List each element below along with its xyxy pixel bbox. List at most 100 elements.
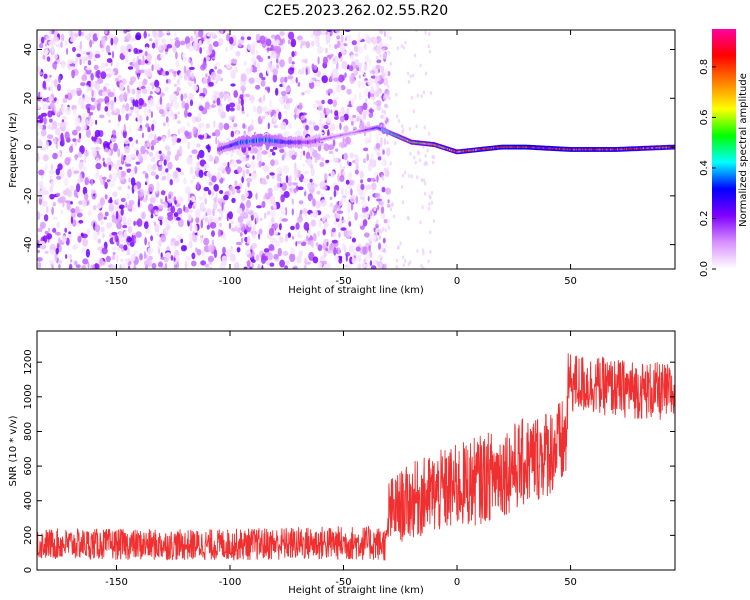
noise-blob: [77, 138, 81, 143]
noise-blob: [230, 83, 236, 87]
x-tick-label: 50: [564, 577, 577, 588]
noise-blob: [312, 233, 317, 242]
noise-blob: [361, 261, 366, 269]
noise-blob: [295, 241, 298, 247]
noise-blob: [339, 161, 342, 171]
noise-blob: [358, 74, 361, 79]
noise-blob: [325, 247, 328, 252]
noise-blob: [283, 191, 290, 198]
noise-blob: [96, 138, 100, 145]
noise-blob: [61, 60, 66, 69]
noise-blob: [51, 265, 54, 269]
noise-blob: [90, 178, 94, 186]
noise-blob: [261, 76, 266, 81]
noise-blob: [314, 37, 318, 46]
noise-blob: [386, 203, 391, 208]
noise-blob: [117, 114, 122, 122]
noise-blob: [56, 192, 61, 197]
noise-blob: [290, 247, 296, 255]
noise-blob: [118, 204, 125, 210]
noise-blob: [173, 101, 180, 110]
noise-blob: [155, 39, 158, 49]
noise-blob: [180, 238, 184, 244]
noise-blob: [111, 231, 118, 236]
noise-blob: [103, 86, 107, 92]
noise-blob: [93, 64, 99, 70]
noise-blob: [151, 262, 157, 269]
noise-blob: [328, 43, 332, 48]
noise-blob: [131, 234, 134, 244]
noise-blob: [377, 156, 382, 161]
noise-blob: [423, 125, 426, 130]
noise-blob: [265, 38, 272, 47]
noise-blob: [134, 99, 139, 109]
noise-blob: [374, 91, 380, 97]
noise-blob: [253, 224, 256, 232]
noise-blob: [74, 140, 78, 147]
noise-blob: [131, 203, 136, 213]
y-tick-label: 0: [23, 567, 34, 573]
noise-blob: [158, 161, 163, 166]
noise-blob: [344, 136, 351, 145]
noise-blob: [125, 103, 130, 112]
noise-blob: [66, 201, 71, 211]
noise-blob: [267, 87, 270, 94]
noise-blob: [158, 32, 165, 37]
noise-blob: [134, 166, 138, 175]
noise-blob: [383, 219, 388, 224]
noise-blob: [196, 161, 200, 167]
noise-blob: [55, 247, 59, 255]
noise-blob: [127, 225, 133, 234]
noise-blob: [73, 170, 80, 174]
noise-blob: [383, 112, 387, 121]
noise-blob: [401, 130, 404, 134]
noise-blob: [314, 156, 318, 164]
noise-blob: [279, 59, 285, 68]
noise-blob: [340, 34, 344, 43]
noise-blob: [321, 99, 325, 105]
noise-blob: [382, 176, 385, 181]
noise-blob: [395, 258, 399, 263]
noise-blob: [52, 36, 60, 42]
noise-blob: [197, 154, 200, 160]
noise-blob: [47, 110, 53, 118]
noise-blob: [323, 143, 330, 151]
noise-blob: [264, 112, 269, 118]
noise-blob: [236, 104, 241, 111]
noise-blob: [96, 103, 101, 112]
noise-blob: [137, 190, 141, 195]
noise-blob: [113, 36, 119, 45]
x-tick-label: -50: [335, 276, 351, 287]
noise-blob: [64, 131, 70, 140]
noise-blob: [281, 218, 288, 222]
noise-blob: [249, 173, 252, 177]
noise-blob: [310, 33, 315, 38]
noise-blob: [240, 213, 247, 217]
noise-blob: [320, 199, 327, 207]
noise-blob: [71, 69, 75, 79]
noise-blob: [291, 61, 295, 65]
noise-blob: [238, 96, 241, 105]
noise-blob: [382, 149, 385, 155]
noise-blob: [176, 78, 181, 86]
noise-blob: [324, 214, 331, 219]
noise-blob: [250, 160, 256, 169]
noise-blob: [76, 212, 83, 218]
noise-blob: [135, 231, 142, 238]
noise-blob: [92, 205, 97, 211]
noise-blob: [174, 200, 177, 205]
noise-blob: [287, 39, 291, 45]
noise-blob: [422, 251, 425, 256]
noise-blob: [88, 86, 93, 92]
noise-blob: [261, 264, 264, 269]
noise-blob: [382, 52, 387, 60]
noise-blob: [38, 169, 45, 176]
noise-blob: [307, 146, 314, 153]
noise-blob: [133, 263, 137, 269]
noise-blob: [361, 79, 364, 88]
noise-blob: [39, 221, 47, 229]
y-tick-label: 20: [23, 92, 34, 105]
noise-blob: [104, 62, 109, 67]
noise-blob: [367, 91, 371, 99]
noise-blob: [54, 252, 58, 262]
